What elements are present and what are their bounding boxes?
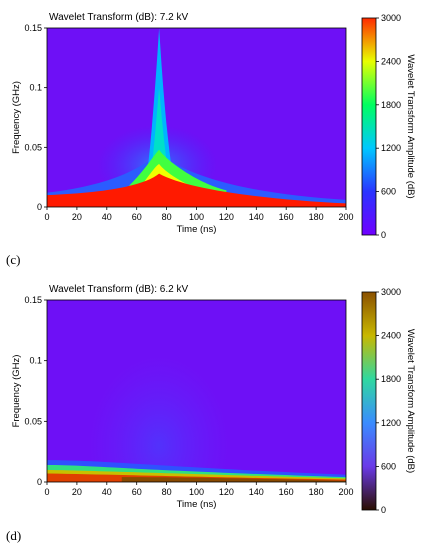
x-tick-label: 180 <box>309 487 324 497</box>
y-tick-label: 0.05 <box>24 142 42 152</box>
colorbar-label: Wavelet Transform Amplitude (dB) <box>405 54 416 198</box>
colorbar-tick-label: 3000 <box>381 287 401 297</box>
colorbar-tick-label: 600 <box>381 461 396 471</box>
x-tick-label: 120 <box>219 487 234 497</box>
x-tick-label: 120 <box>219 212 234 222</box>
x-tick-label: 140 <box>249 487 264 497</box>
x-tick-label: 0 <box>44 487 49 497</box>
heatmap <box>47 355 346 482</box>
heatmap <box>47 28 346 207</box>
y-axis-label: Frequency (GHz) <box>11 355 22 428</box>
brown-band <box>121 477 346 482</box>
x-tick-label: 40 <box>102 487 112 497</box>
x-axis-label: Time (ns) <box>177 224 217 235</box>
colorbar-label: Wavelet Transform Amplitude (dB) <box>405 329 416 473</box>
y-tick-label: 0 <box>37 477 42 487</box>
y-tick-label: 0.1 <box>29 356 42 366</box>
x-tick-label: 200 <box>338 487 353 497</box>
diffuse-halo <box>89 355 230 482</box>
panel-label-d: (d) <box>6 528 22 543</box>
red-band <box>47 173 346 207</box>
x-tick-label: 20 <box>72 487 82 497</box>
x-tick-label: 60 <box>132 487 142 497</box>
x-tick-label: 20 <box>72 212 82 222</box>
y-axis-label: Frequency (GHz) <box>11 81 22 154</box>
chart-title: Wavelet Transform (dB): 7.2 kV <box>49 12 188 23</box>
colorbar-tick-label: 0 <box>381 230 386 240</box>
x-tick-label: 40 <box>102 212 112 222</box>
x-tick-label: 140 <box>249 212 264 222</box>
colorbar <box>361 17 377 236</box>
x-tick-label: 160 <box>279 487 294 497</box>
x-axis-label: Time (ns) <box>177 499 217 510</box>
panel-label-c: (c) <box>6 252 21 267</box>
chart-d <box>44 291 379 511</box>
x-tick-label: 0 <box>44 212 49 222</box>
colorbar-tick-label: 0 <box>381 505 386 515</box>
y-tick-label: 0 <box>37 202 42 212</box>
x-tick-label: 60 <box>132 212 142 222</box>
x-tick-label: 80 <box>162 212 172 222</box>
x-tick-label: 180 <box>309 212 324 222</box>
colorbar-tick-label: 600 <box>381 187 396 197</box>
y-tick-label: 0.05 <box>24 416 42 426</box>
colorbar <box>361 291 377 511</box>
x-tick-label: 160 <box>279 212 294 222</box>
x-tick-label: 100 <box>189 487 204 497</box>
colorbar-tick-label: 3000 <box>381 13 401 23</box>
y-tick-label: 0.15 <box>24 295 42 305</box>
colorbar-tick-label: 2400 <box>381 56 401 66</box>
y-tick-label: 0.1 <box>29 83 42 93</box>
chart-title: Wavelet Transform (dB): 6.2 kV <box>49 284 188 295</box>
colorbar-tick-label: 1200 <box>381 143 401 153</box>
colorbar-tick-label: 1800 <box>381 374 401 384</box>
colorbar-tick-label: 1800 <box>381 100 401 110</box>
x-tick-label: 100 <box>189 212 204 222</box>
chart-c <box>44 17 379 236</box>
y-tick-label: 0.15 <box>24 23 42 33</box>
x-tick-label: 200 <box>338 212 353 222</box>
x-tick-label: 80 <box>162 487 172 497</box>
colorbar-tick-label: 1200 <box>381 418 401 428</box>
colorbar-tick-label: 2400 <box>381 331 401 341</box>
